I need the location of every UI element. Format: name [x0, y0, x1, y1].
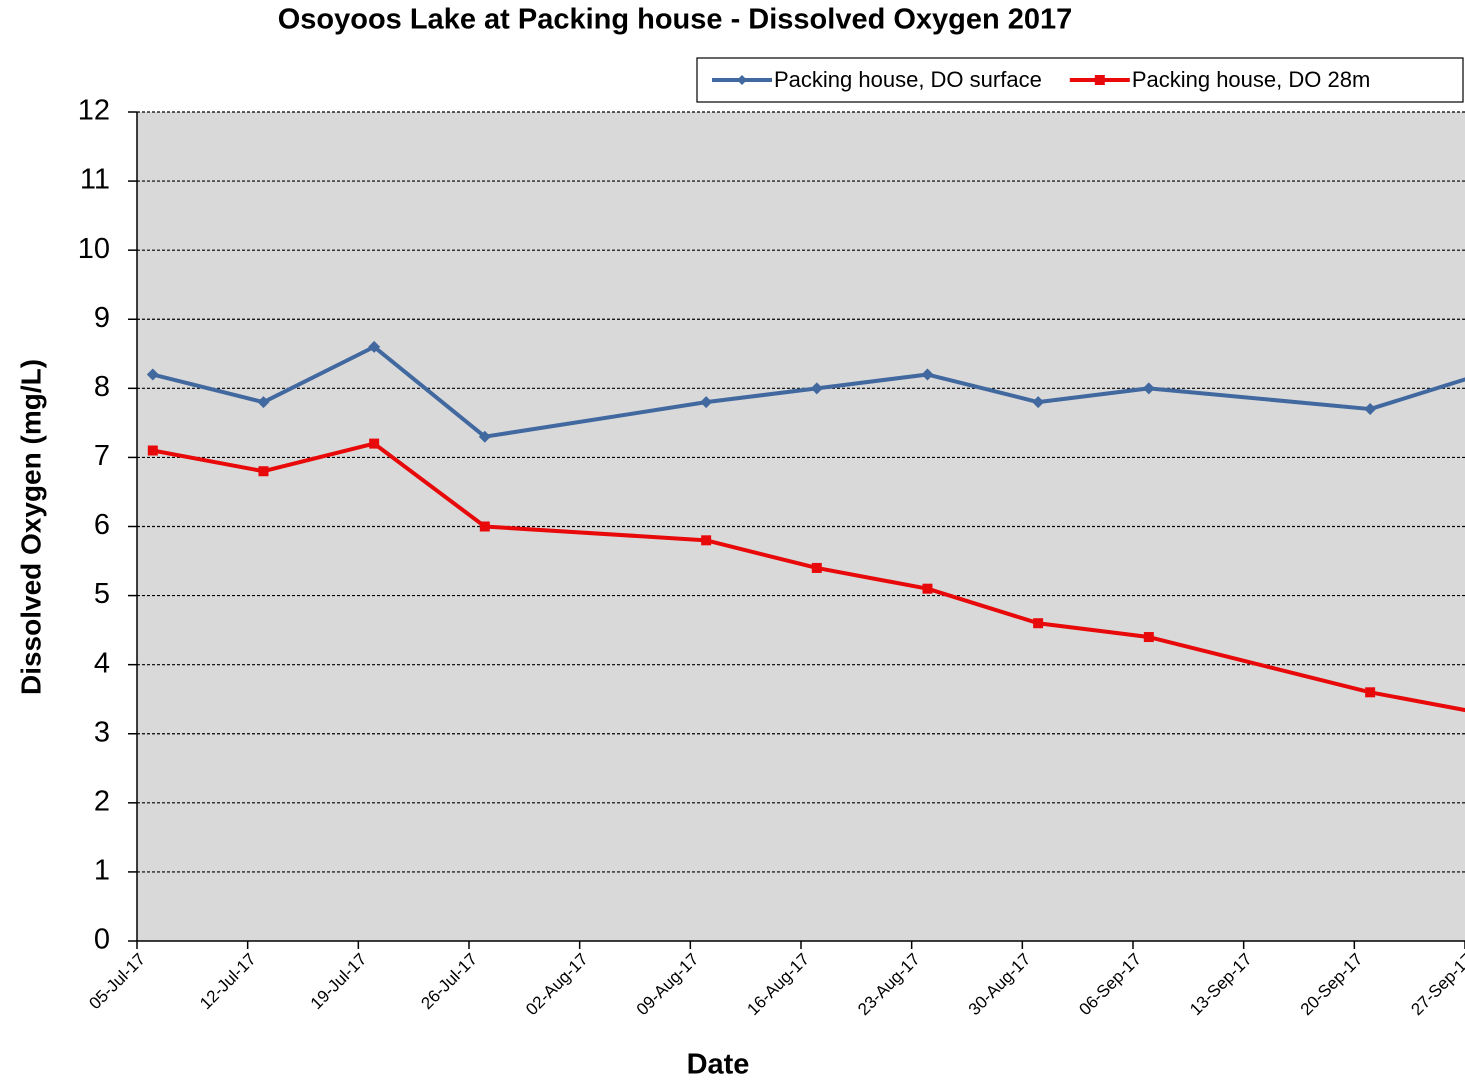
- x-tick-label: 02-Aug-17: [522, 950, 592, 1020]
- y-tick-label: 1: [94, 855, 110, 887]
- marker: [368, 340, 381, 353]
- marker: [1365, 687, 1376, 698]
- y-tick-label: 0: [94, 924, 110, 956]
- y-tick-label: 4: [94, 647, 110, 679]
- marker: [369, 438, 380, 449]
- marker: [258, 466, 269, 477]
- chart-title: Osoyoos Lake at Packing house - Dissolve…: [278, 4, 1073, 36]
- legend-marker: [1094, 75, 1105, 85]
- x-tick-label: 26-Jul-17: [417, 950, 481, 1014]
- marker: [479, 521, 490, 532]
- y-tick-label: 5: [94, 578, 110, 610]
- x-tick-label: 19-Jul-17: [307, 950, 371, 1014]
- plot-area: [137, 112, 1465, 941]
- marker: [478, 430, 491, 443]
- y-tick-label: 3: [94, 716, 110, 748]
- marker: [921, 368, 934, 381]
- marker: [700, 396, 713, 409]
- legend-marker: [737, 75, 747, 85]
- x-tick-label: 12-Jul-17: [196, 950, 260, 1014]
- marker: [1033, 618, 1044, 629]
- x-tick-label: 20-Sep-17: [1297, 950, 1367, 1020]
- y-tick-label: 2: [94, 785, 110, 817]
- marker: [811, 562, 822, 573]
- x-tick-label: 13-Sep-17: [1186, 950, 1256, 1020]
- marker: [1142, 382, 1155, 395]
- marker: [1032, 396, 1045, 409]
- marker: [147, 445, 158, 456]
- x-tick-label: 05-Jul-17: [85, 950, 149, 1014]
- marker: [1364, 403, 1377, 416]
- marker: [1143, 632, 1154, 643]
- series-group: [146, 340, 1465, 713]
- marker: [922, 583, 933, 594]
- x-tick-label: 16-Aug-17: [743, 950, 813, 1020]
- y-tick-label: 12: [78, 95, 110, 127]
- marker: [146, 368, 159, 381]
- marker: [257, 396, 270, 409]
- y-tick-label: 8: [94, 371, 110, 403]
- y-tick-label: 11: [80, 164, 110, 196]
- y-tick-label: 6: [94, 509, 110, 541]
- y-tick-label: 7: [94, 440, 110, 472]
- x-tick-label: 27-Sep-17: [1407, 950, 1465, 1020]
- legend-label: Packing house, DO 28m: [1132, 67, 1370, 92]
- x-tick-label: 09-Aug-17: [633, 950, 703, 1020]
- x-tick-label: 06-Sep-17: [1075, 950, 1145, 1020]
- x-tick-label: 23-Aug-17: [854, 950, 924, 1020]
- x-axis-label: Date: [687, 1049, 750, 1081]
- y-tick-label: 10: [78, 233, 110, 265]
- y-tick-label: 9: [94, 302, 110, 334]
- marker: [810, 382, 823, 395]
- x-tick-label: 30-Aug-17: [965, 950, 1035, 1020]
- y-axis-label: Dissolved Oxygen (mg/L): [15, 359, 46, 695]
- legend-label: Packing house, DO surface: [774, 67, 1042, 92]
- marker: [701, 535, 712, 546]
